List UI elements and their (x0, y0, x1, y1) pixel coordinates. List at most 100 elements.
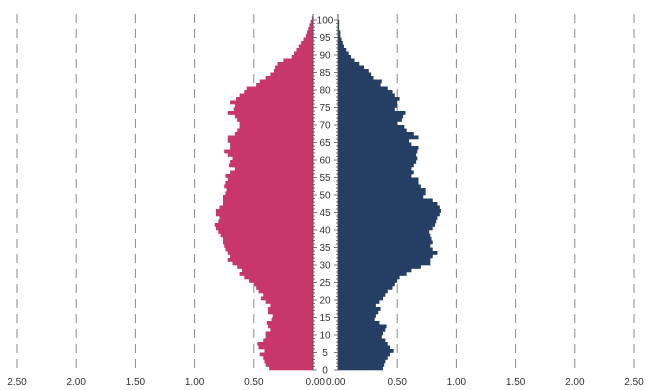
right-bar-age-28 (338, 268, 412, 273)
x-tick-label-right: 0.50 (387, 377, 407, 388)
right-bar-age-40 (338, 226, 433, 231)
x-tick-label-left: 0.50 (244, 377, 264, 388)
right-bar-age-84 (338, 72, 372, 77)
left-bar-age-95 (305, 34, 313, 38)
right-bar-age-55 (338, 174, 412, 178)
left-bar-age-13 (266, 321, 313, 325)
age-tick-label: 5 (322, 348, 328, 359)
right-bar-age-92 (338, 44, 344, 49)
left-bar-age-70 (239, 121, 313, 126)
right-bar-age-73 (338, 111, 406, 115)
right-bar-age-75 (338, 104, 398, 108)
x-tick-label-right: 1.00 (447, 377, 467, 388)
left-bar-age-43 (219, 216, 313, 220)
age-tick-label: 10 (319, 331, 331, 342)
right-bar-age-17 (338, 307, 381, 311)
right-bar-age-31 (338, 258, 431, 262)
left-bar-age-83 (265, 76, 313, 80)
left-series-bars (214, 16, 313, 371)
right-bar-age-94 (338, 37, 342, 42)
right-bar-age-27 (338, 272, 407, 276)
right-bar-age-12 (338, 324, 387, 329)
left-bar-age-29 (237, 265, 313, 269)
age-tick-label: 95 (319, 33, 331, 44)
left-bar-age-5 (264, 349, 313, 353)
left-bar-age-2 (264, 359, 313, 364)
left-bar-age-92 (298, 44, 313, 49)
right-bar-age-74 (338, 107, 395, 112)
left-bar-age-8 (263, 338, 313, 343)
left-bar-age-79 (244, 90, 313, 94)
left-bar-age-23 (256, 286, 313, 290)
left-bar-age-25 (249, 279, 313, 283)
left-bar-age-97 (308, 27, 313, 31)
right-bar-age-21 (338, 293, 386, 297)
right-bar-age-99 (338, 20, 340, 24)
left-bar-age-78 (239, 93, 313, 98)
right-bar-age-85 (338, 69, 369, 73)
right-bar-age-68 (338, 128, 407, 133)
age-tick-label: 85 (319, 68, 331, 79)
left-bar-age-64 (230, 142, 313, 147)
left-bar-age-48 (223, 198, 313, 203)
age-tick-label: 15 (319, 313, 331, 324)
left-bar-age-84 (270, 72, 313, 77)
right-bar-age-98 (338, 23, 340, 28)
left-bar-age-30 (232, 261, 313, 266)
right-bar-age-20 (338, 296, 383, 301)
right-bar-age-35 (338, 244, 431, 248)
left-bar-age-10 (265, 331, 313, 336)
age-tick-label: 60 (319, 156, 331, 167)
age-tick-label: 50 (319, 191, 331, 202)
right-bar-age-4 (338, 352, 391, 357)
right-bar-age-88 (338, 58, 355, 63)
right-bar-age-2 (338, 359, 386, 364)
left-bar-age-46 (219, 205, 313, 210)
left-bar-age-36 (223, 240, 313, 245)
right-bar-age-9 (338, 335, 382, 339)
left-bar-age-60 (232, 156, 313, 161)
right-bar-age-91 (338, 48, 347, 52)
right-bar-age-77 (338, 97, 400, 101)
left-bar-age-27 (239, 272, 313, 276)
left-bar-age-80 (246, 86, 313, 91)
right-bar-age-16 (338, 310, 379, 315)
right-bar-age-42 (338, 219, 437, 224)
right-bar-age-51 (338, 188, 426, 192)
left-bar-age-100 (311, 16, 313, 21)
left-bar-age-17 (268, 307, 313, 311)
left-bar-age-54 (227, 177, 313, 182)
right-bar-age-81 (338, 83, 381, 87)
right-bar-age-7 (338, 342, 388, 346)
right-bar-age-13 (338, 321, 380, 325)
left-bar-age-72 (234, 114, 313, 119)
left-bar-age-37 (223, 237, 313, 241)
left-bar-age-6 (258, 345, 313, 350)
right-bar-age-72 (338, 114, 404, 119)
age-tick-label: 90 (319, 51, 331, 62)
left-bar-age-41 (214, 223, 313, 227)
left-bar-age-57 (234, 167, 313, 171)
left-bar-age-32 (230, 254, 313, 259)
right-bar-age-0 (338, 366, 383, 371)
right-series-bars (338, 20, 442, 371)
right-bar-age-10 (338, 331, 383, 336)
x-tick-label-right: 2.50 (624, 377, 644, 388)
left-bar-age-76 (230, 100, 313, 105)
right-bar-age-66 (338, 135, 419, 140)
left-bar-age-0 (269, 366, 313, 371)
right-bar-age-57 (338, 167, 412, 171)
right-bar-age-45 (338, 209, 442, 213)
left-bar-age-26 (244, 275, 313, 280)
right-bar-age-14 (338, 317, 375, 322)
right-bar-age-78 (338, 93, 395, 98)
x-tick-label-left: 1.50 (126, 377, 146, 388)
left-bar-age-68 (237, 128, 313, 133)
left-bar-age-98 (309, 23, 313, 28)
left-bar-age-86 (275, 65, 313, 70)
left-bar-age-21 (263, 293, 313, 297)
right-bar-age-30 (338, 261, 431, 266)
age-tick-label: 30 (319, 261, 331, 272)
left-bar-age-88 (283, 58, 313, 63)
right-bar-age-32 (338, 254, 433, 259)
